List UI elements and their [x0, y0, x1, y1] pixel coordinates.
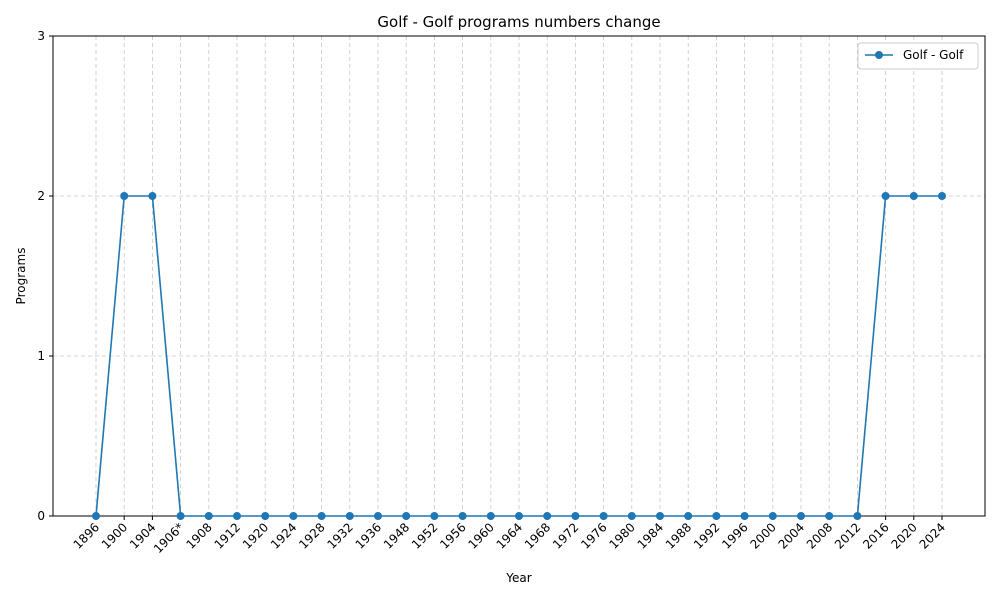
data-point [768, 512, 777, 520]
data-point [825, 512, 834, 520]
x-tick-label: 1920 [240, 520, 271, 551]
x-tick-label: 2012 [832, 520, 863, 551]
x-tick-label: 1952 [409, 520, 440, 551]
x-tick-label: 1924 [268, 520, 299, 551]
x-tick-label: 1988 [663, 520, 694, 551]
x-tick-label: 1964 [494, 520, 525, 551]
data-point [515, 512, 523, 520]
y-tick-label: 2 [37, 189, 45, 203]
data-point [430, 512, 439, 520]
x-tick-label: 1980 [606, 520, 637, 551]
data-point [148, 192, 157, 200]
data-point [853, 512, 862, 520]
series-group [92, 192, 946, 520]
data-point [797, 512, 805, 520]
data-point [233, 512, 241, 520]
data-point [712, 512, 721, 520]
chart-title: Golf - Golf programs numbers change [377, 13, 660, 31]
data-point [881, 192, 890, 200]
x-tick-label: 1896 [71, 520, 102, 551]
data-point [599, 512, 608, 520]
x-tick-label: 2020 [888, 520, 919, 551]
x-tick-label: 1912 [212, 520, 243, 551]
data-point [486, 512, 495, 520]
x-tick-label: 1960 [465, 520, 496, 551]
data-point [656, 512, 664, 520]
data-point [938, 192, 946, 200]
y-tick-label: 0 [37, 509, 45, 523]
data-point [402, 512, 411, 520]
x-tick-label: 2024 [917, 520, 948, 551]
data-point [571, 512, 580, 520]
y-tick-label: 3 [37, 29, 45, 43]
x-tick-label: 1996 [719, 520, 750, 551]
y-tick-label: 1 [37, 349, 45, 363]
y-axis: 0 1 2 3 [37, 29, 53, 523]
x-tick-label: 2000 [747, 520, 778, 551]
data-point [458, 512, 467, 520]
data-point [92, 512, 100, 520]
data-point [627, 512, 636, 520]
x-tick-label: 1992 [691, 520, 722, 551]
x-tick-label: 1976 [578, 520, 609, 551]
x-tick-label: 1948 [381, 520, 412, 551]
data-point [289, 512, 298, 520]
x-tick-label: 2008 [804, 520, 835, 551]
x-tick-label: 1906* [151, 520, 187, 556]
y-axis-label: Programs [14, 248, 28, 305]
x-tick-label: 1932 [324, 520, 355, 551]
x-tick-label: 1968 [522, 520, 553, 551]
x-tick-label: 1900 [99, 520, 130, 551]
data-point [204, 512, 213, 520]
data-point [374, 512, 382, 520]
data-point [176, 512, 185, 520]
data-point [261, 512, 270, 520]
grid [53, 35, 985, 517]
x-tick-label: 1908 [183, 520, 214, 551]
x-tick-label: 2016 [860, 520, 891, 551]
data-point [543, 512, 552, 520]
x-tick-label: 1972 [550, 520, 581, 551]
legend: Golf - Golf [857, 42, 979, 70]
data-point [684, 512, 693, 520]
data-point [740, 512, 749, 520]
legend-label: Golf - Golf [903, 48, 964, 62]
data-point [345, 512, 354, 520]
data-point [909, 192, 918, 200]
x-tick-label: 1956 [437, 520, 468, 551]
legend-box [857, 42, 979, 70]
x-tick-label: 1984 [635, 520, 666, 551]
legend-point-marker [875, 51, 883, 59]
x-tick-label: 1928 [296, 520, 327, 551]
x-tick-label: 1936 [353, 520, 384, 551]
x-axis: 1896190019041906*19081912192019241928193… [71, 516, 948, 556]
x-tick-label: 2004 [776, 520, 807, 551]
data-point [317, 512, 326, 520]
x-axis-label: Year [505, 571, 531, 585]
data-point [120, 192, 129, 200]
